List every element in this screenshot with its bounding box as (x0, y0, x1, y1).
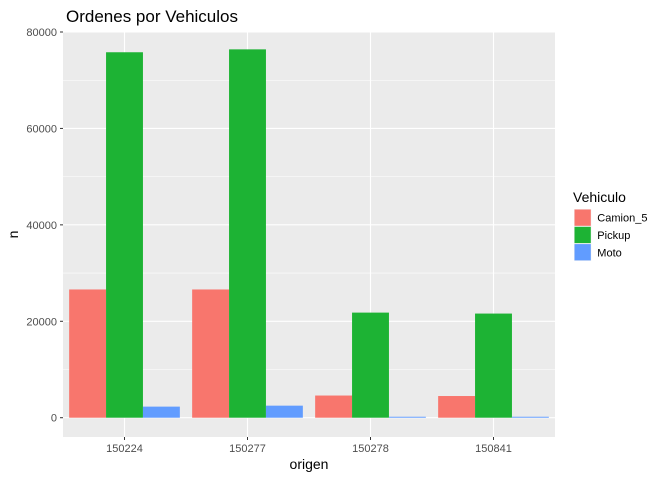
bar-camion-5-150224 (69, 289, 107, 418)
legend-label: Camion_5 (597, 213, 647, 225)
bar-pickup-150278 (352, 312, 389, 418)
y-tick-label: 40000 (26, 220, 57, 232)
bar-moto-150841 (511, 416, 549, 418)
bar-moto-150278 (388, 416, 426, 418)
bar-camion-5-150841 (438, 396, 476, 418)
x-axis-title: origen (290, 456, 329, 472)
legend-label: Moto (597, 247, 621, 259)
bar-camion-5-150278 (315, 395, 353, 418)
y-tick-label: 0 (51, 413, 57, 425)
x-tick-label: 150278 (352, 443, 389, 455)
legend-swatch (574, 244, 591, 261)
bar-moto-150224 (142, 406, 180, 418)
y-axis-title: n (5, 231, 21, 239)
y-tick-label: 80000 (26, 27, 57, 39)
bar-moto-150277 (265, 405, 303, 418)
chart-title: Ordenes por Vehiculos (66, 7, 238, 26)
bar-pickup-150841 (475, 313, 512, 418)
x-tick-label: 150224 (106, 443, 143, 455)
bar-pickup-150277 (229, 49, 266, 418)
y-tick-label: 60000 (26, 123, 57, 135)
y-axis: 0 20000 40000 60000 80000 (26, 27, 63, 425)
y-tick-label: 20000 (26, 316, 57, 328)
bars (69, 49, 549, 418)
legend-swatch (574, 209, 591, 226)
x-tick-label: 150841 (475, 443, 512, 455)
x-tick-label: 150277 (229, 443, 266, 455)
legend-label: Pickup (597, 230, 630, 242)
bar-pickup-150224 (106, 52, 143, 418)
x-axis: 150224 150277 150278 150841 (106, 437, 512, 455)
legend-swatch (574, 226, 591, 244)
legend-title: Vehiculo (573, 189, 626, 205)
legend: Vehiculo Camion_5 Pickup Moto (573, 189, 647, 261)
bar-camion-5-150277 (192, 289, 230, 418)
